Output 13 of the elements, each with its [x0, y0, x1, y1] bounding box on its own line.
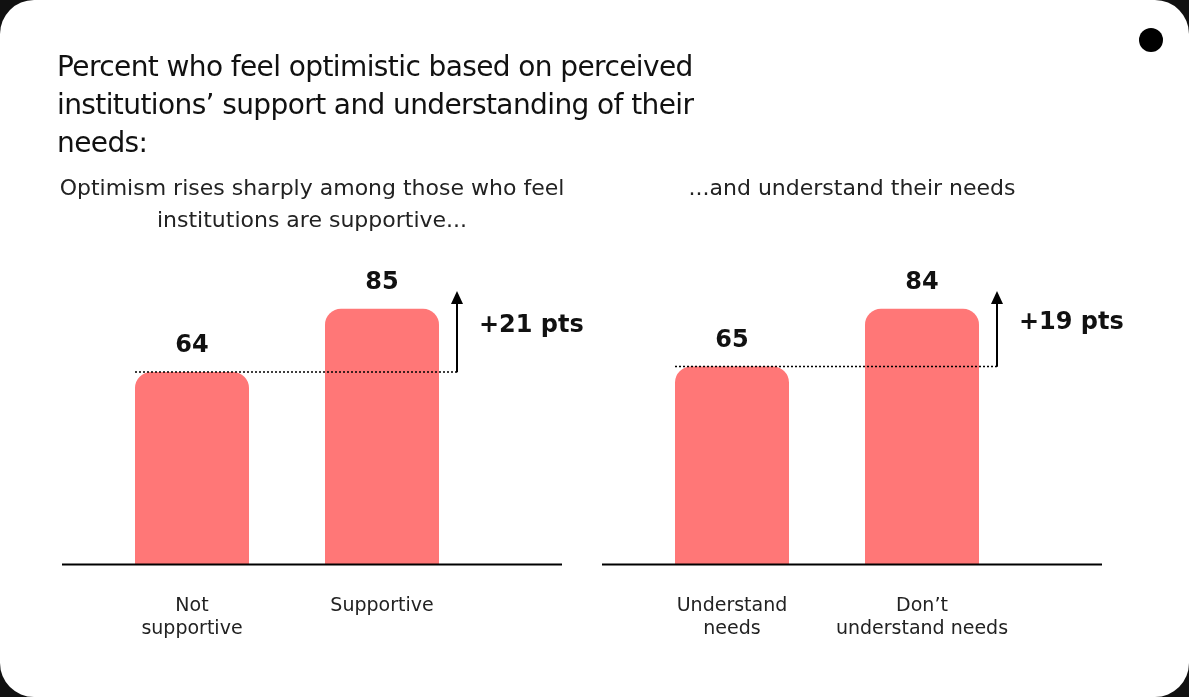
data-label: 65 [715, 324, 749, 353]
x-tick-label: Supportive [330, 592, 434, 615]
annotation: +21 pts [479, 309, 584, 338]
data-label: 84 [905, 267, 939, 296]
data-label: 85 [365, 267, 399, 296]
x-tick-label: Understand needs [676, 592, 788, 638]
annotation: +19 pts [1019, 306, 1124, 335]
chart-subtitle: Optimism rises sharply among those who feel institutions are supportive... [58, 174, 566, 234]
chart-subtitle: ...and understand their needs [687, 174, 1017, 202]
chart-title: Percent who feel optimistic based on perceived institutions’ support and understanding of their needs: [57, 49, 695, 161]
x-tick-label: Not supportive [141, 592, 243, 638]
x-tick-label: Don’t understand needs [835, 592, 1009, 638]
data-label: 64 [175, 330, 209, 359]
